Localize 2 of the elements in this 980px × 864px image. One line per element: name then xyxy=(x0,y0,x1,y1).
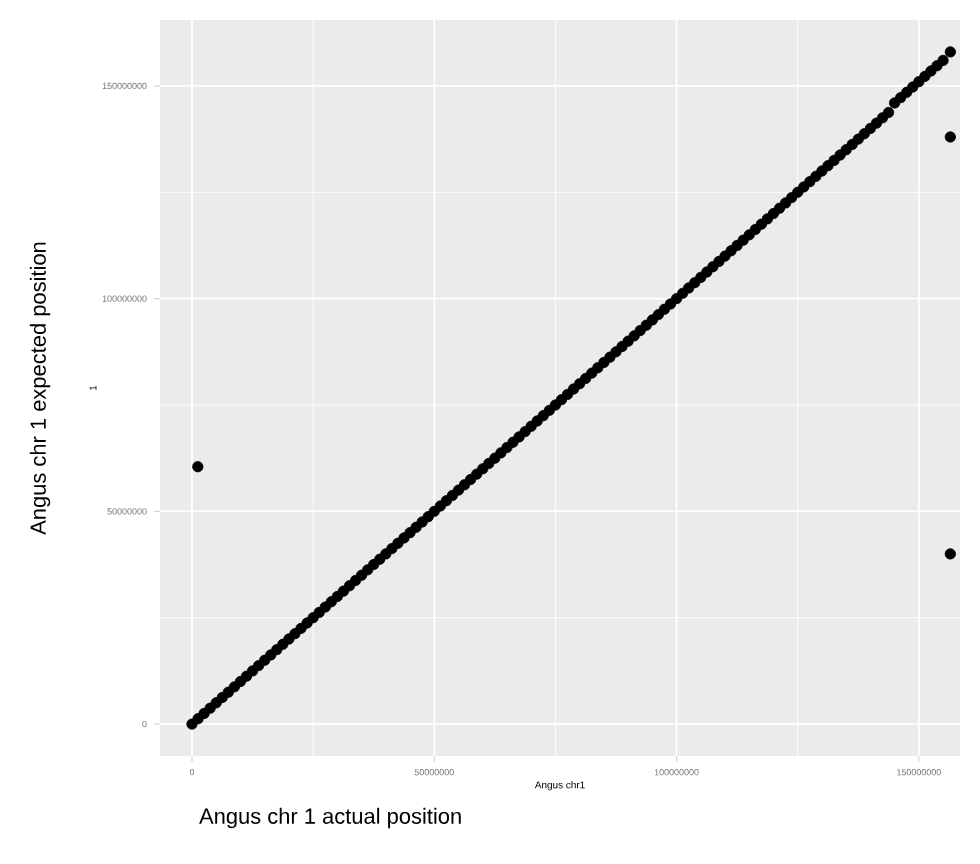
text: Angus chr 1 expected position xyxy=(29,242,51,535)
text: Angus chr 1 actual position xyxy=(199,807,461,829)
